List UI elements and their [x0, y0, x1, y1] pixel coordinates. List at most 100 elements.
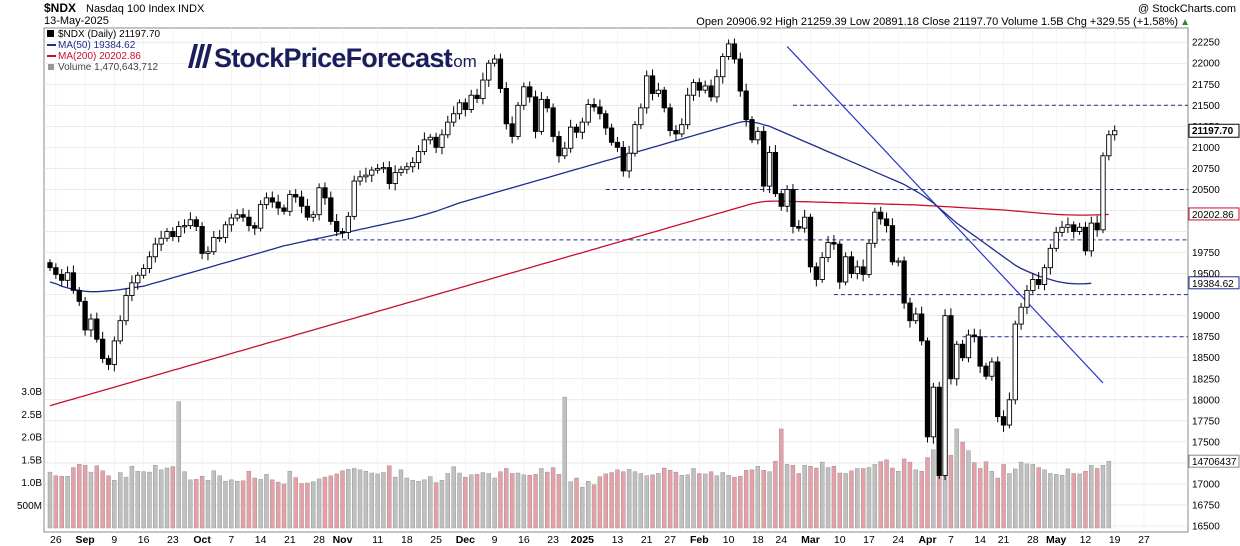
candle-down [509, 123, 515, 137]
candle-down [790, 188, 796, 227]
candle-up [1041, 267, 1048, 285]
candle-up [176, 226, 182, 238]
volume-bar [469, 474, 474, 529]
candle-down [907, 302, 913, 322]
candle-down [94, 318, 100, 340]
candle-up [415, 151, 422, 163]
ma200-line [49, 200, 1109, 407]
volume-bar [135, 470, 140, 529]
ohlc-summary: Open 20906.92 High 21259.39 Low 20891.18… [696, 16, 1178, 28]
candle-down [731, 43, 738, 60]
date-tick-label: 14 [255, 534, 267, 546]
date-tick-label: 18 [752, 534, 764, 546]
volume-bar [685, 474, 690, 529]
candle-down [293, 194, 299, 198]
candle-up [257, 204, 264, 229]
volume-bar [410, 480, 415, 529]
candle-down [99, 338, 106, 360]
candle-up [872, 211, 878, 244]
candle-up [205, 251, 211, 254]
candle-up [216, 236, 223, 240]
candle-down [386, 167, 392, 185]
volume-bar [673, 471, 679, 529]
date-axis: 26 Sep 9 16 23 Oct 7 14 21 28 Nov 11 18 25 Dec 9 16 23 202… [50, 534, 1150, 546]
price-tick-label: 20750 [1192, 164, 1220, 175]
volume-bar [1001, 464, 1006, 529]
volume-bar [1007, 473, 1012, 529]
candle-up [1076, 226, 1083, 232]
volume-bar [580, 486, 585, 529]
candle-down [70, 272, 77, 291]
volume-bar [714, 475, 720, 529]
volume-bar [1089, 465, 1094, 529]
price-tick-label: 17750 [1192, 416, 1220, 427]
ma200-value-label: 20202.86 [1192, 210, 1234, 221]
volume-bar [504, 468, 509, 529]
volume-bar [896, 470, 901, 529]
candle-down [1000, 416, 1007, 426]
candle-down [837, 243, 843, 283]
volume-value-label: 14706437 [1192, 457, 1237, 468]
volume-bar [732, 476, 737, 529]
price-tick-label: 16500 [1192, 522, 1220, 533]
volume-bar [65, 475, 70, 529]
volume-bar [258, 479, 263, 529]
candle-up [720, 56, 726, 78]
candle-up [913, 313, 919, 322]
volume-bar [919, 470, 924, 529]
candle-down [620, 146, 626, 172]
volume-bar [767, 471, 772, 529]
volume-bar [1094, 468, 1100, 529]
candle-down [527, 86, 533, 98]
candle-down [983, 365, 989, 377]
volume-bar [1042, 469, 1047, 529]
volume-bar [392, 476, 398, 529]
candle-down [334, 220, 340, 232]
candle-up [1059, 226, 1065, 233]
date-tick-label: 7 [228, 534, 234, 546]
candle-up [152, 243, 158, 258]
candle-up [638, 107, 644, 126]
volume-bar [591, 484, 597, 529]
candle-up [965, 334, 972, 359]
candle-up [655, 89, 662, 94]
volume-bar [305, 482, 310, 529]
volume-bar [316, 478, 322, 529]
volume-bar [890, 467, 895, 529]
volume-bar [948, 455, 954, 529]
date-tick-label: 23 [167, 534, 179, 546]
volume-bar [650, 474, 655, 529]
volume-bar [158, 469, 164, 529]
price-tick-label: 17000 [1192, 479, 1220, 490]
volume-bar [205, 480, 211, 529]
volume-bar [229, 479, 234, 529]
watermark-brand: StockPriceForecast [214, 43, 453, 73]
volume-tick-label: 2.5B [21, 410, 42, 421]
volume-bar [112, 480, 117, 529]
candle-up [842, 256, 849, 283]
volume-bar [1083, 470, 1088, 529]
candle-down [82, 300, 88, 331]
price-tick-label: 19500 [1192, 269, 1220, 280]
candle-up [64, 272, 71, 281]
volume-bar [609, 472, 614, 529]
candle-up [310, 214, 316, 218]
volume-bar [726, 475, 731, 529]
price-tick-label: 18500 [1192, 353, 1220, 364]
candle-down [948, 315, 954, 380]
volume-bar [556, 474, 562, 529]
candle-up [989, 361, 995, 377]
candle-up [690, 82, 697, 96]
candle-down [199, 226, 205, 254]
candle-down [901, 260, 907, 304]
volume-bar [1106, 460, 1112, 529]
volume-bar [907, 461, 913, 529]
legend-price: $NDX (Daily) 21197.70 [58, 29, 161, 40]
candle-down [848, 256, 855, 275]
volume-bar [872, 464, 878, 529]
candle-up [579, 121, 586, 133]
candle-up [357, 176, 363, 182]
volume-bar [925, 457, 930, 529]
candle-down [807, 216, 814, 268]
